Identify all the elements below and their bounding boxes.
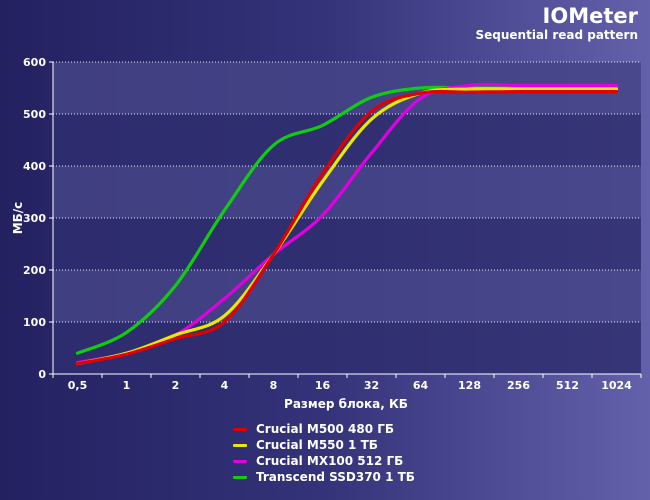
x-tick-label: 8 — [270, 379, 278, 392]
legend-label: Crucial M500 480 ГБ — [256, 422, 395, 436]
x-tick-label: 4 — [221, 379, 229, 392]
y-axis-label: МБ/с — [11, 202, 25, 235]
y-tick-label: 0 — [38, 368, 46, 381]
plot-band — [53, 166, 641, 218]
series-line — [75, 87, 619, 366]
x-tick-label: 256 — [507, 379, 530, 392]
legend-label: Transcend SSD370 1 ТБ — [256, 470, 415, 484]
x-axis-label: Размер блока, КБ — [284, 397, 408, 411]
x-tick-label: 512 — [556, 379, 579, 392]
plot-band — [53, 218, 641, 270]
legend-item: Crucial M550 1 ТБ — [233, 437, 415, 453]
y-tick-label: 200 — [23, 264, 46, 277]
plot-band — [53, 270, 641, 322]
legend-label: Crucial M550 1 ТБ — [256, 438, 378, 452]
y-tick-label: 500 — [23, 108, 46, 121]
y-tick-label: 400 — [23, 160, 46, 173]
x-tick-label: 0,5 — [68, 379, 88, 392]
legend-item: Transcend SSD370 1 ТБ — [233, 469, 415, 485]
x-tick-label: 1024 — [601, 379, 632, 392]
legend-swatch — [233, 443, 247, 447]
x-tick-label: 64 — [413, 379, 429, 392]
x-tick-label: 32 — [364, 379, 379, 392]
x-tick-label: 16 — [315, 379, 331, 392]
x-tick-label: 128 — [458, 379, 481, 392]
chart-title: IOMeter — [542, 4, 638, 28]
legend-item: Crucial M500 480 ГБ — [233, 421, 415, 437]
x-tick-label: 2 — [172, 379, 180, 392]
legend-swatch — [233, 475, 247, 479]
legend-item: Crucial MX100 512 ГБ — [233, 453, 415, 469]
y-tick-label: 600 — [23, 56, 46, 69]
y-tick-label: 100 — [23, 316, 46, 329]
legend: Crucial M500 480 ГБ Crucial M550 1 ТБ Cruc… — [233, 421, 415, 485]
series-line — [75, 89, 619, 366]
y-tick-label: 300 — [23, 212, 46, 225]
chart-subtitle: Sequential read pattern — [475, 28, 638, 42]
x-tick-label: 1 — [123, 379, 131, 392]
legend-swatch — [233, 427, 247, 431]
legend-label: Crucial MX100 512 ГБ — [256, 454, 404, 468]
legend-swatch — [233, 459, 247, 463]
